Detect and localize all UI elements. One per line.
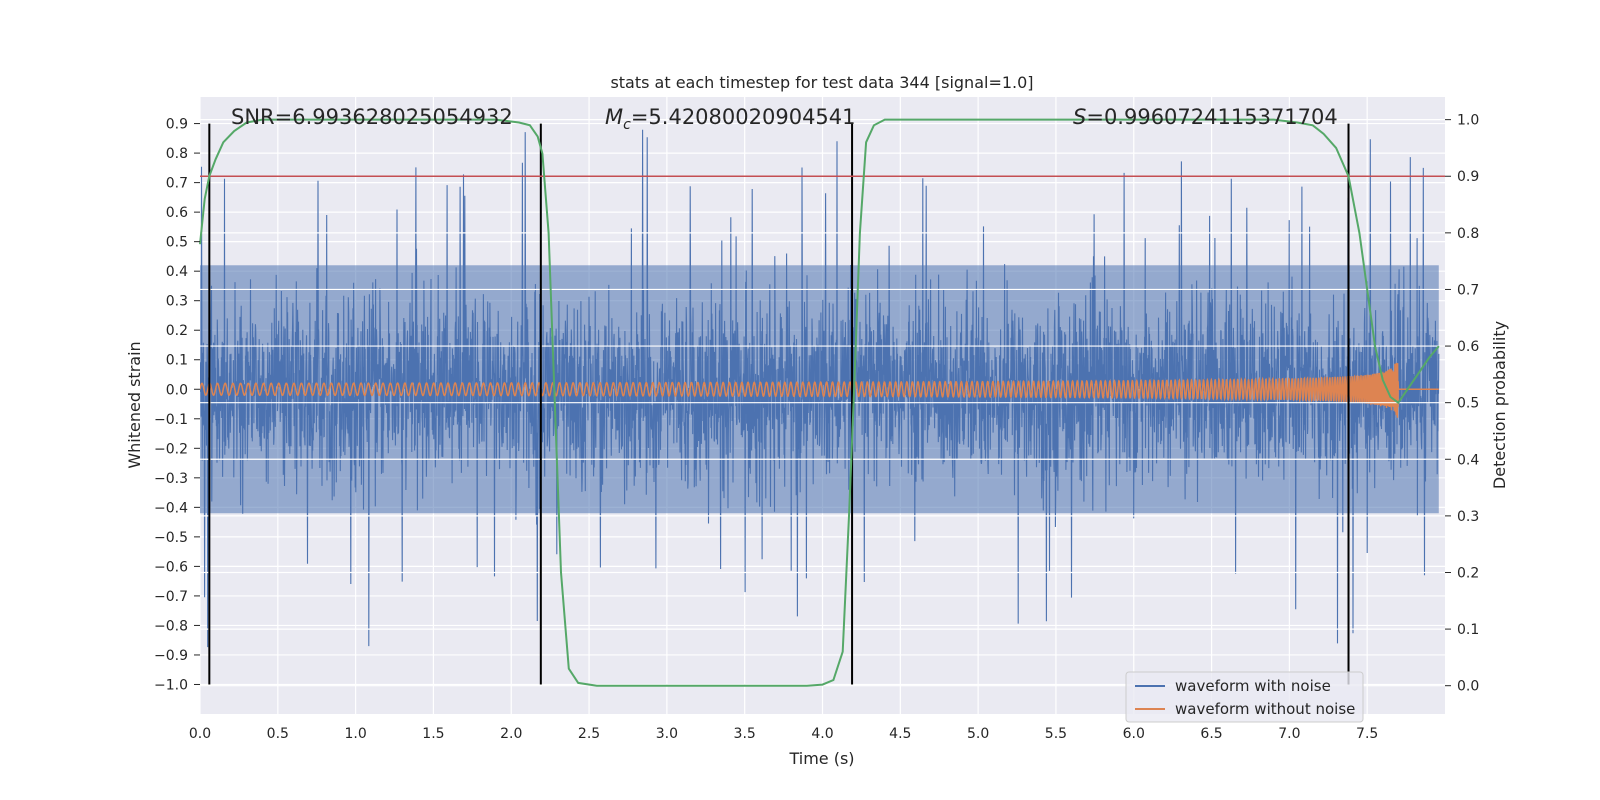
y-tick-label: 0.0: [166, 382, 188, 398]
chirp-mass-value: =5.42080020904541: [631, 105, 856, 129]
y-right-tick-label: 0.3: [1457, 509, 1479, 525]
x-tick-label: 2.0: [500, 726, 522, 742]
y-right-axis-ticks: 1.0 0.9 0.8 0.7 0.6 0.5 0.4 0.3 0.2 0.1 0.0: [1445, 113, 1479, 695]
x-tick-label: 0.0: [189, 726, 211, 742]
legend-label-noise: waveform with noise: [1175, 677, 1331, 695]
y-tick-label: 0.9: [166, 117, 188, 133]
y-tick-label: −0.4: [154, 500, 188, 516]
probability-series: [199, 118, 1445, 687]
x-tick-label: 0.5: [267, 726, 289, 742]
y-right-tick-label: 1.0: [1457, 113, 1479, 129]
segment-boundary-lines: [208, 123, 1350, 685]
x-tick-label: 4.0: [811, 726, 833, 742]
y-tick-label: 0.3: [166, 294, 188, 310]
chirp-mass-symbol: M: [605, 105, 623, 129]
y-right-tick-label: 0.8: [1457, 226, 1479, 242]
chirp-mass-subscript: c: [623, 117, 631, 133]
y-right-tick-label: 0.1: [1457, 622, 1479, 638]
x-tick-label: 7.5: [1356, 726, 1378, 742]
y-tick-label: 0.4: [166, 264, 188, 280]
y-right-axis-label: Detection probability: [1490, 321, 1509, 489]
legend-box: [1125, 671, 1364, 723]
y-tick-label: 0.7: [166, 176, 188, 192]
y-axis-ticks: 0.9 0.8 0.7 0.6 0.5 0.4 0.3 0.2 0.1 0.0 −0.1 −0.2 −0…: [154, 117, 200, 693]
probability-line: [199, 118, 1440, 687]
clean-waveform-series: [200, 362, 1439, 418]
clean-waveform-line: [200, 362, 1439, 418]
legend-label-clean: waveform without noise: [1175, 700, 1355, 718]
y-tick-label: 0.5: [166, 235, 188, 251]
right-axis-gridlines: [200, 119, 1445, 687]
significance-annotation: S=0.9960724115371704: [1073, 105, 1338, 129]
significance-symbol: S: [1073, 105, 1086, 129]
y-right-tick-label: 0.0: [1457, 679, 1479, 695]
y-right-tick-label: 0.9: [1457, 169, 1479, 185]
y-tick-label: −0.7: [154, 589, 188, 605]
y-tick-label: −0.8: [154, 618, 188, 634]
x-tick-label: 4.5: [889, 726, 911, 742]
x-axis-ticks: 0.0 0.5 1.0 1.5 2.0 2.5 3.0 3.5 4.0 4.5 5.0 5.5 6.0 6…: [189, 726, 1378, 742]
y-tick-label: −1.0: [154, 677, 188, 693]
y-axis-label: Whitened strain: [125, 341, 144, 468]
y-right-tick-label: 0.7: [1457, 282, 1479, 298]
x-axis-label: Time (s): [788, 749, 854, 768]
y-tick-label: −0.2: [154, 441, 188, 457]
y-tick-label: −0.9: [154, 648, 188, 664]
y-tick-label: 0.1: [166, 353, 188, 369]
y-tick-label: 0.2: [166, 323, 188, 339]
legend: waveform with noise waveform without noi…: [1125, 671, 1364, 723]
y-right-tick-label: 0.2: [1457, 565, 1479, 581]
y-tick-label: −0.5: [154, 530, 188, 546]
y-right-tick-label: 0.5: [1457, 396, 1479, 412]
x-tick-label: 6.5: [1200, 726, 1222, 742]
chart-title: stats at each timestep for test data 344…: [610, 73, 1033, 92]
x-tick-label: 7.0: [1278, 726, 1300, 742]
x-tick-label: 2.5: [578, 726, 600, 742]
x-tick-label: 6.0: [1123, 726, 1145, 742]
y-tick-label: −0.3: [154, 471, 188, 487]
chirp-mass-annotation: Mc=5.42080020904541: [605, 105, 856, 133]
x-tick-label: 1.5: [422, 726, 444, 742]
y-right-tick-label: 0.4: [1457, 452, 1479, 468]
snr-annotation: SNR=6.993628025054932: [231, 105, 513, 129]
y-tick-label: 0.8: [166, 146, 188, 162]
y-tick-label: −0.6: [154, 559, 188, 575]
y-tick-label: −0.1: [154, 412, 188, 428]
significance-value: =0.9960724115371704: [1086, 105, 1337, 129]
y-right-tick-label: 0.6: [1457, 339, 1479, 355]
y-tick-label: 0.6: [166, 205, 188, 221]
x-tick-label: 1.0: [344, 726, 366, 742]
x-tick-label: 5.5: [1045, 726, 1067, 742]
x-tick-label: 3.0: [656, 726, 678, 742]
x-tick-label: 3.5: [734, 726, 756, 742]
x-tick-label: 5.0: [967, 726, 989, 742]
